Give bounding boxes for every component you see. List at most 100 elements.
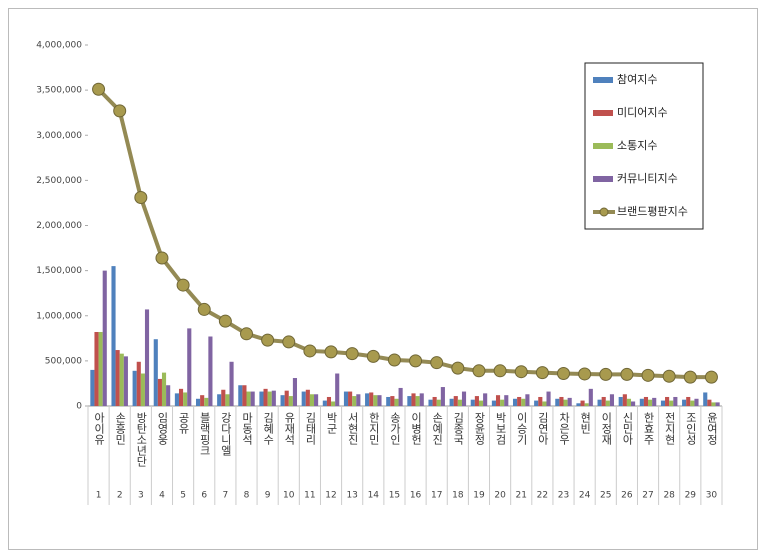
rank-label: 5 xyxy=(180,491,186,501)
bar xyxy=(694,398,699,406)
x-tick-label: 현빈 xyxy=(579,412,592,434)
x-tick-label: 조인성 xyxy=(684,412,697,445)
bar xyxy=(500,399,505,406)
bar xyxy=(94,331,99,406)
bar xyxy=(652,397,657,406)
bar xyxy=(478,400,484,406)
bar xyxy=(639,398,644,406)
bar xyxy=(538,396,543,406)
x-tick-label: 이병헌 xyxy=(410,412,423,445)
x-tick-label: 차은우 xyxy=(558,412,571,445)
bar xyxy=(491,400,496,406)
bar xyxy=(115,350,120,406)
y-tick-label: 4,000,000 xyxy=(36,41,82,51)
bar xyxy=(373,395,378,406)
line-marker xyxy=(557,367,570,381)
x-tick-label: 신민아 xyxy=(621,412,634,446)
bar xyxy=(102,270,107,406)
bar xyxy=(428,399,433,406)
line-marker xyxy=(662,369,676,383)
line-marker xyxy=(578,367,592,381)
bar xyxy=(601,396,606,406)
bar xyxy=(200,395,205,406)
x-tick-label: 손흥민 xyxy=(114,412,127,445)
bar xyxy=(271,390,276,406)
legend-label: 소통지수 xyxy=(617,139,657,152)
x-tick-label: 송가인 xyxy=(388,412,401,445)
bar xyxy=(267,391,272,406)
rank-label: 26 xyxy=(621,491,633,501)
rank-label: 4 xyxy=(159,491,165,501)
line-marker xyxy=(535,366,549,380)
line-marker xyxy=(641,368,655,382)
bar xyxy=(301,391,306,406)
y-tick-label: 0 xyxy=(76,402,82,412)
bar xyxy=(440,387,445,406)
bar xyxy=(626,398,632,406)
bar xyxy=(457,399,462,406)
bar xyxy=(411,393,416,406)
bar xyxy=(436,399,441,406)
bar xyxy=(576,403,581,406)
bar xyxy=(322,400,327,406)
legend-label: 커뮤니티지수 xyxy=(617,172,678,185)
x-tick-label: 한지민 xyxy=(367,412,380,445)
bar xyxy=(449,398,454,406)
line-marker xyxy=(261,333,275,347)
bar xyxy=(238,385,243,406)
bar xyxy=(609,394,615,406)
bar xyxy=(386,396,391,406)
bar xyxy=(195,398,201,406)
bar xyxy=(534,400,539,406)
rank-label: 18 xyxy=(452,491,464,501)
bar xyxy=(690,400,695,406)
bar xyxy=(711,402,716,406)
bar xyxy=(98,331,103,406)
bar xyxy=(461,391,467,406)
bar xyxy=(390,396,395,406)
bar xyxy=(643,396,649,406)
rank-label: 13 xyxy=(346,491,357,501)
bar xyxy=(187,328,192,406)
legend-swatch xyxy=(593,77,613,83)
rank-label: 23 xyxy=(558,491,569,501)
line-marker xyxy=(303,344,317,358)
legend-swatch xyxy=(593,110,613,116)
rank-label: 9 xyxy=(265,491,271,501)
bar xyxy=(144,309,150,406)
bar xyxy=(343,391,349,406)
rank-label: 7 xyxy=(222,491,228,501)
bar xyxy=(605,400,610,406)
line-marker xyxy=(430,356,444,370)
bar xyxy=(119,353,124,406)
x-tick-label: 공유 xyxy=(177,412,190,434)
line-marker xyxy=(113,104,127,118)
bar xyxy=(495,395,501,406)
rank-label: 25 xyxy=(600,491,611,501)
y-tick-label: 2,000,000 xyxy=(36,221,82,231)
rank-label: 14 xyxy=(368,491,380,501)
bar xyxy=(326,396,332,406)
rank-label: 6 xyxy=(201,491,207,501)
bar xyxy=(153,339,158,406)
x-tick-label: 블랙핑크 xyxy=(198,412,211,456)
rank-label: 2 xyxy=(117,491,123,501)
bar xyxy=(567,397,572,406)
x-tick-label: 김태리 xyxy=(304,412,317,445)
bar xyxy=(217,394,222,406)
bar xyxy=(221,389,226,406)
line-marker xyxy=(345,347,359,361)
bar xyxy=(660,400,666,406)
bar xyxy=(331,401,336,406)
bar xyxy=(682,399,687,406)
bar xyxy=(335,373,340,406)
line-marker xyxy=(704,370,718,384)
rank-label: 24 xyxy=(579,491,591,501)
bar xyxy=(250,391,255,406)
rank-label: 16 xyxy=(410,491,422,501)
bar xyxy=(474,396,479,406)
bar xyxy=(542,401,547,406)
bar xyxy=(394,398,399,406)
line-marker xyxy=(324,345,338,359)
y-tick-label: 1,000,000 xyxy=(36,311,82,321)
